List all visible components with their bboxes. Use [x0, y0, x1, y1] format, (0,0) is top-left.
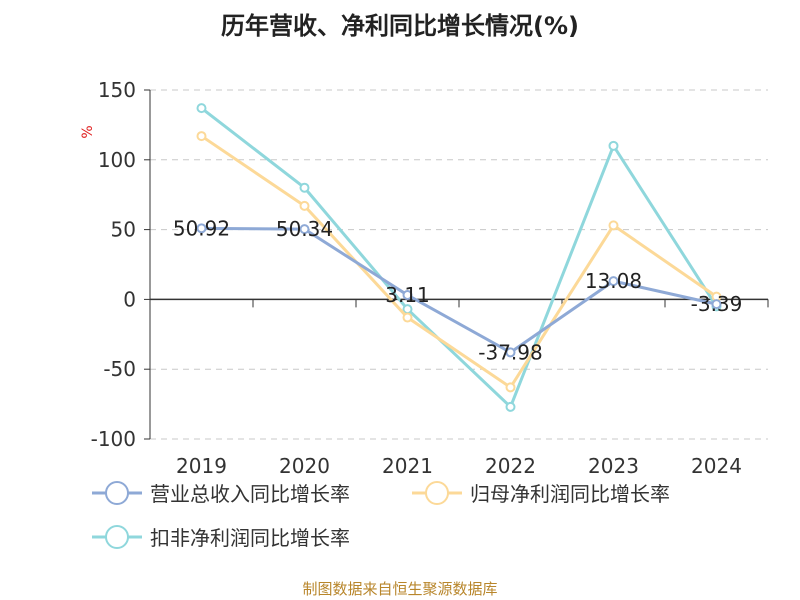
legend-label-net-profit: 归母净利润同比增长率 [470, 482, 670, 506]
x-tick-label: 2022 [485, 454, 536, 478]
y-tick-label: -100 [91, 427, 136, 451]
data-point [608, 140, 619, 151]
legend-item-net-profit[interactable]: 归母净利润同比增长率 [412, 478, 670, 507]
x-tick-label: 2024 [691, 454, 742, 478]
data-point [299, 224, 310, 235]
y-tick-label: -50 [103, 357, 136, 381]
data-point [608, 276, 619, 287]
data-label: 50.92 [173, 216, 230, 240]
y-tick-label: 150 [98, 78, 136, 102]
legend-swatch-deducted-net-profit [92, 524, 142, 549]
data-label: -3.39 [691, 292, 743, 316]
data-point [196, 131, 207, 142]
data-point [505, 347, 516, 358]
data-point [196, 223, 207, 234]
legend-label-deducted-net-profit: 扣非净利润同比增长率 [150, 526, 350, 550]
x-tick-label: 2021 [382, 454, 433, 478]
y-tick-label: 100 [98, 148, 136, 172]
series-line [200, 106, 718, 409]
data-point [608, 220, 619, 231]
legend-item-revenue[interactable]: 营业总收入同比增长率 [92, 478, 350, 507]
data-label: 13.08 [585, 269, 642, 293]
chart-title: 历年营收、净利同比增长情况(%) [221, 12, 579, 40]
data-label: 3.11 [385, 283, 430, 307]
legend-swatch-revenue [92, 480, 142, 505]
data-point [299, 200, 310, 211]
y-tick-label: 0 [123, 287, 136, 311]
data-point [402, 290, 413, 301]
x-tick-label: 2019 [176, 454, 227, 478]
data-point [402, 312, 413, 323]
source-note: 制图数据来自恒生聚源数据库 [302, 580, 498, 598]
y-tick-label: 50 [111, 218, 136, 242]
data-point [299, 182, 310, 193]
data-label: 50.34 [276, 217, 333, 241]
data-point [711, 299, 722, 310]
x-tick-label: 2023 [588, 454, 639, 478]
y-axis-unit: % [80, 125, 96, 138]
data-point [196, 103, 207, 114]
legend-label-revenue: 营业总收入同比增长率 [150, 482, 350, 506]
data-label: -37.98 [478, 340, 542, 364]
legend-item-deducted-net-profit[interactable]: 扣非净利润同比增长率 [92, 522, 350, 551]
data-point [505, 382, 516, 393]
legend-swatch-net-profit [412, 480, 462, 505]
data-point [505, 401, 516, 412]
series-line [200, 134, 718, 389]
x-tick-label: 2020 [279, 454, 330, 478]
series-line [201, 226, 717, 354]
